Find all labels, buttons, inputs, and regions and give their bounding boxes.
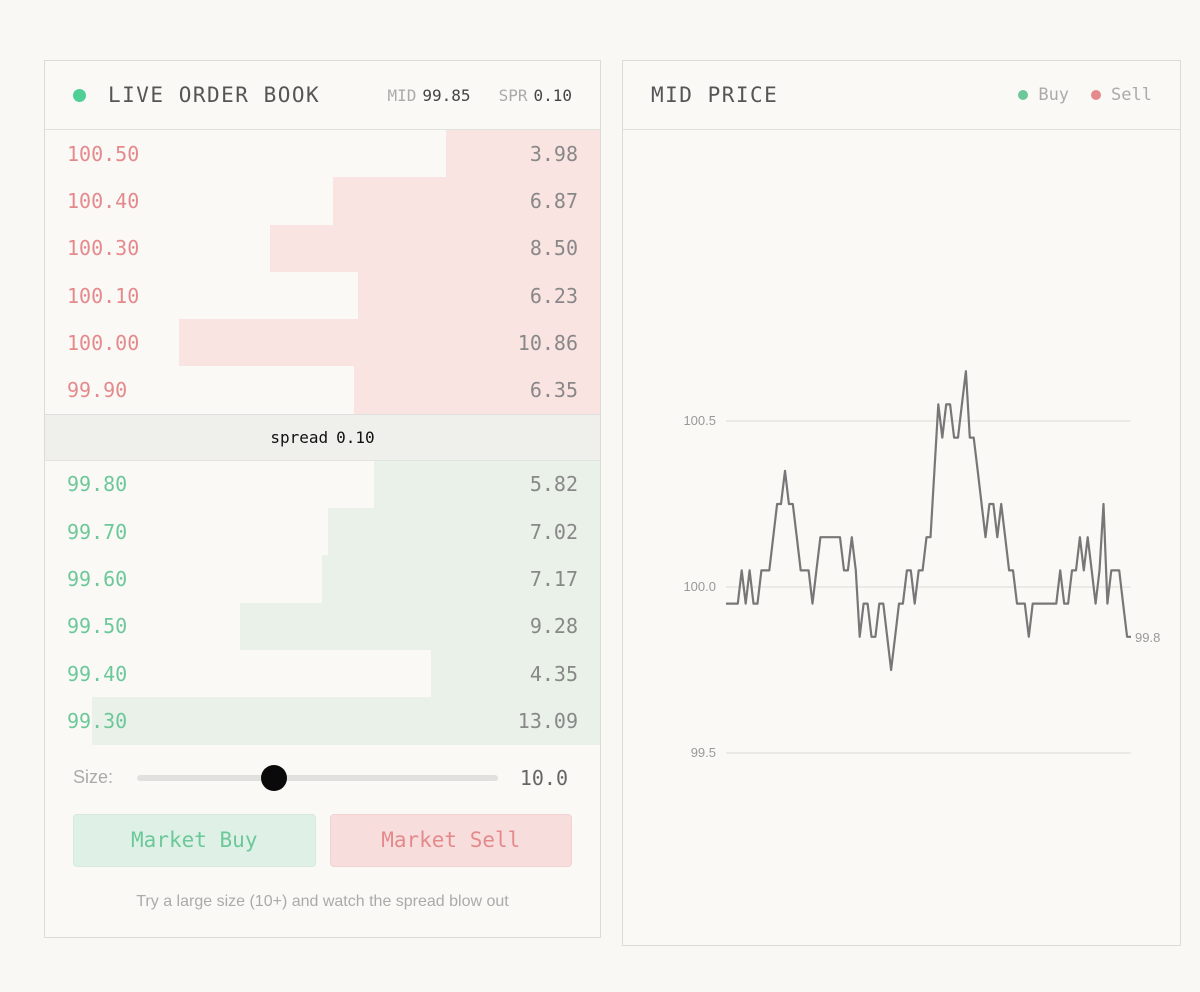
bid-depth-bar bbox=[321, 555, 600, 603]
bid-price: 99.50 bbox=[67, 614, 128, 639]
ask-price: 100.30 bbox=[67, 236, 140, 261]
ask-row[interactable]: 100.40 6.87 bbox=[45, 177, 600, 225]
bid-depth-bar bbox=[91, 697, 600, 745]
bid-qty: 13.09 bbox=[517, 708, 578, 733]
ask-qty: 10.86 bbox=[517, 330, 578, 355]
mid-label: MID bbox=[387, 85, 417, 105]
asks-list: 100.50 3.98 100.40 6.87 100.30 8.50 100.10 6.23… bbox=[45, 130, 600, 414]
hint-text: Try a large size (10+) and watch the spr… bbox=[136, 892, 509, 910]
sell-dot-icon bbox=[1091, 90, 1102, 100]
ask-qty: 8.50 bbox=[529, 236, 578, 261]
ask-row[interactable]: 100.10 6.23 bbox=[45, 271, 600, 320]
legend-buy-label: Buy bbox=[1038, 85, 1070, 105]
ask-row[interactable]: 100.50 3.98 bbox=[45, 130, 600, 178]
legend-buy: Buy bbox=[1018, 85, 1069, 105]
bids-list: 99.80 5.82 99.70 7.02 99.60 7.17 99.50 9.28 99.4… bbox=[45, 460, 600, 745]
ask-price: 100.00 bbox=[67, 330, 140, 355]
ask-depth-bar bbox=[178, 319, 600, 367]
book-stats: MID 99.85 SPR 0.10 bbox=[387, 86, 572, 105]
ask-price: 100.10 bbox=[67, 283, 140, 308]
bid-price: 99.80 bbox=[67, 472, 128, 497]
buy-dot-icon bbox=[1018, 90, 1029, 100]
ask-row[interactable]: 100.00 10.86 bbox=[45, 319, 600, 367]
last-value-label: 99.8 bbox=[1135, 630, 1160, 645]
mid-stat: MID 99.85 bbox=[387, 86, 470, 105]
size-slider-thumb[interactable] bbox=[261, 764, 288, 791]
bid-qty: 7.02 bbox=[529, 519, 578, 544]
spr-label: SPR bbox=[498, 85, 528, 105]
y-tick-label: 99.5 bbox=[691, 745, 716, 760]
legend-sell-label: Sell bbox=[1111, 85, 1152, 105]
bid-row[interactable]: 99.80 5.82 bbox=[45, 460, 600, 509]
ask-row[interactable]: 100.30 8.50 bbox=[45, 224, 600, 272]
spread-label: spread bbox=[270, 427, 329, 447]
ask-depth-bar bbox=[270, 224, 600, 272]
ask-qty: 6.35 bbox=[529, 378, 578, 403]
bid-row[interactable]: 99.50 9.28 bbox=[45, 602, 600, 650]
y-tick-label: 100.0 bbox=[683, 579, 716, 594]
bid-row[interactable]: 99.70 7.02 bbox=[45, 508, 600, 556]
ask-depth-bar bbox=[358, 271, 600, 320]
order-book-panel: LIVE ORDER BOOK MID 99.85 SPR 0.10 100.50 3… bbox=[44, 60, 601, 938]
bid-price: 99.70 bbox=[67, 519, 128, 544]
ask-qty: 6.87 bbox=[529, 188, 578, 213]
spr-stat: SPR 0.10 bbox=[499, 86, 572, 105]
bid-depth-bar bbox=[327, 508, 600, 556]
status-dot-icon bbox=[73, 88, 86, 102]
order-book-header: LIVE ORDER BOOK MID 99.85 SPR 0.10 bbox=[45, 61, 600, 130]
spread-value: 0.10 bbox=[336, 427, 375, 447]
bid-price: 99.40 bbox=[67, 661, 128, 686]
ask-depth-bar bbox=[353, 366, 600, 414]
bid-qty: 9.28 bbox=[529, 614, 578, 639]
bid-row[interactable]: 99.30 13.09 bbox=[45, 697, 600, 745]
bid-depth-bar bbox=[239, 602, 600, 650]
mid-price-line bbox=[726, 370, 1131, 672]
bid-depth-bar bbox=[431, 649, 600, 698]
mid-value: 99.85 bbox=[422, 85, 471, 105]
mid-price-panel: MID PRICE Buy Sell 100.5 100.0 99.5 99.8 bbox=[622, 60, 1181, 946]
y-tick-label: 100.5 bbox=[683, 413, 716, 428]
size-value: 10.0 bbox=[519, 765, 568, 790]
order-buttons: Market Buy Market Sell bbox=[45, 813, 600, 867]
mid-price-chart: 100.5 100.0 99.5 99.8 bbox=[683, 370, 1160, 760]
ask-row[interactable]: 99.90 6.35 bbox=[45, 366, 600, 414]
size-slider-track[interactable] bbox=[137, 774, 498, 781]
mid-price-header: MID PRICE Buy Sell bbox=[623, 61, 1180, 130]
chart-legend: Buy Sell bbox=[1018, 85, 1152, 105]
bid-qty: 5.82 bbox=[529, 472, 578, 497]
bid-row[interactable]: 99.40 4.35 bbox=[45, 649, 600, 698]
ask-qty: 3.98 bbox=[529, 141, 578, 166]
order-book-title: LIVE ORDER BOOK bbox=[108, 83, 321, 107]
bid-row[interactable]: 99.60 7.17 bbox=[45, 555, 600, 603]
bid-qty: 4.35 bbox=[529, 661, 578, 686]
size-control: Size: 10.0 bbox=[45, 745, 600, 811]
spr-value: 0.10 bbox=[533, 85, 572, 105]
ask-depth-bar bbox=[445, 130, 600, 178]
ask-depth-bar bbox=[333, 177, 600, 225]
mid-price-title: MID PRICE bbox=[651, 83, 779, 107]
bid-price: 99.60 bbox=[67, 567, 128, 592]
size-slider[interactable] bbox=[137, 764, 498, 791]
spread-row: spread 0.10 bbox=[45, 413, 600, 461]
ask-price: 100.50 bbox=[67, 141, 140, 166]
size-label: Size: bbox=[73, 767, 114, 788]
bid-depth-bar bbox=[374, 460, 600, 509]
bid-price: 99.30 bbox=[67, 708, 128, 733]
market-buy-button[interactable]: Market Buy bbox=[73, 813, 316, 867]
ask-price: 99.90 bbox=[67, 378, 128, 403]
legend-sell: Sell bbox=[1091, 85, 1152, 105]
ask-price: 100.40 bbox=[67, 188, 140, 213]
ask-qty: 6.23 bbox=[529, 283, 578, 308]
market-sell-button[interactable]: Market Sell bbox=[329, 813, 572, 867]
bid-qty: 7.17 bbox=[529, 567, 578, 592]
